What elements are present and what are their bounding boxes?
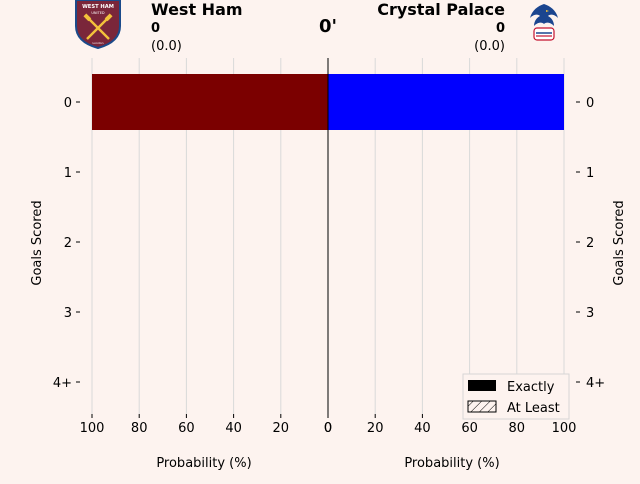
x-tick-label-right-20: 20 <box>367 421 384 436</box>
x-axis-label-left: Probability (%) <box>156 456 251 471</box>
x-tick-label-left-40: 40 <box>225 421 242 436</box>
home-team-xg: (0.0) <box>151 39 182 54</box>
legend-label-at-least: At Least <box>507 401 560 416</box>
x-axis-label-right: Probability (%) <box>404 456 499 471</box>
home-team-name: West Ham <box>151 0 243 19</box>
x-tick-label-right-60: 60 <box>461 421 478 436</box>
y-tick-label-right-1: 1 <box>586 166 594 181</box>
y-tick-label-right-3: 3 <box>586 306 594 321</box>
west-ham-crest-text-mid: UNITED <box>91 11 105 15</box>
x-tick-label-right-40: 40 <box>414 421 431 436</box>
y-tick-label-left-2: 2 <box>64 236 72 251</box>
home-team-score: 0 <box>151 21 160 36</box>
away-team-score: 0 <box>496 21 505 36</box>
legend-label-exactly: Exactly <box>507 380 555 395</box>
y-tick-label-right-2: 2 <box>586 236 594 251</box>
west-ham-crest-icon: WEST HAM UNITED London <box>75 0 121 50</box>
y-axis-label-left: Goals Scored <box>30 200 45 285</box>
match-minute: 0' <box>319 16 337 37</box>
x-tick-label-left-20: 20 <box>273 421 290 436</box>
west-ham-crest-text-bottom: London <box>93 41 104 45</box>
x-tick-label-right-80: 80 <box>509 421 526 436</box>
x-tick-label-left-80: 80 <box>131 421 148 436</box>
away-team-name: Crystal Palace <box>377 0 505 19</box>
crystal-palace-eagle-icon <box>530 4 558 41</box>
bar-left-0 <box>92 74 328 130</box>
y-ticks-layer: 0 0 1 1 2 2 3 3 4+ 4+ <box>53 96 605 391</box>
y-tick-label-right-4plus: 4+ <box>586 376 605 391</box>
y-tick-label-left-4plus: 4+ <box>53 376 72 391</box>
y-axis-label-right: Goals Scored <box>612 200 627 285</box>
x-tick-label-left-100: 100 <box>80 421 105 436</box>
x-tick-label-right-100: 100 <box>552 421 577 436</box>
away-team-xg: (0.0) <box>474 39 505 54</box>
x-tick-label-right-0: 0 <box>324 421 332 436</box>
bar-right-0 <box>328 74 564 130</box>
y-tick-label-left-0: 0 <box>64 96 72 111</box>
header: 0' West Ham 0 (0.0) Crystal Palace 0 (0.… <box>75 0 558 54</box>
x-tick-label-left-60: 60 <box>178 421 195 436</box>
bars-layer <box>92 74 564 130</box>
y-tick-label-right-0: 0 <box>586 96 594 111</box>
y-tick-label-left-3: 3 <box>64 306 72 321</box>
y-tick-label-left-1: 1 <box>64 166 72 181</box>
west-ham-crest-text-top: WEST HAM <box>82 4 114 10</box>
legend-swatch-at-least <box>467 400 497 413</box>
legend: Exactly At Least <box>462 373 570 420</box>
x-tick-label-left-0: 0 <box>324 421 332 436</box>
legend-swatch-exactly <box>468 380 496 391</box>
